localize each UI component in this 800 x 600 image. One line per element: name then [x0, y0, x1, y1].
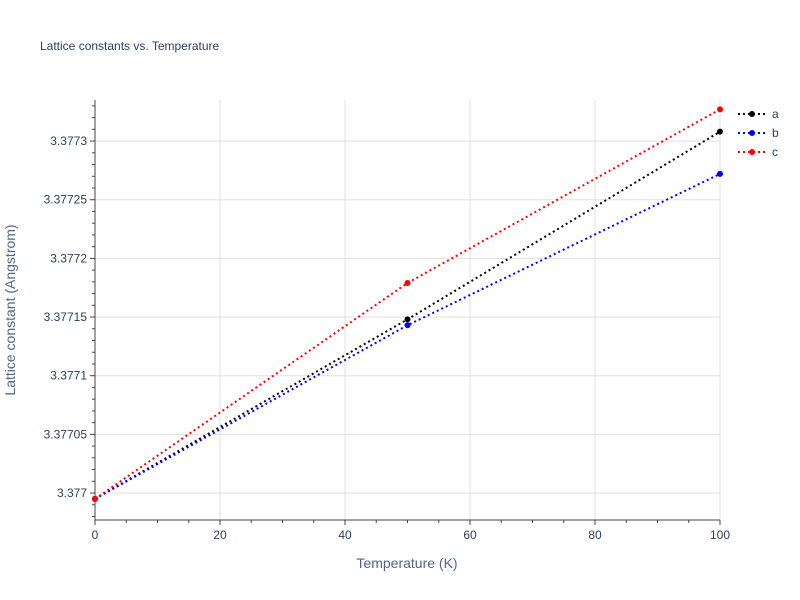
y-tick-label: 3.37725: [44, 193, 88, 207]
legend-swatch-marker: [749, 149, 755, 155]
legend-item-a[interactable]: a: [738, 107, 779, 121]
legend-swatch-marker: [749, 130, 755, 136]
y-tick-label: 3.3771: [50, 369, 87, 383]
y-tick-label: 3.37715: [44, 310, 88, 324]
legend-label: c: [772, 145, 778, 159]
x-tick-label: 80: [588, 528, 602, 542]
series-line-a: [94, 130, 721, 500]
y-tick-label: 3.3773: [50, 134, 87, 148]
x-axis-title: Temperature (K): [356, 555, 457, 571]
legend-item-b[interactable]: b: [738, 126, 779, 140]
axes: 0 20 40 60 80 100 3.377 3.37705 3.3771 3.37715 3.3…: [44, 100, 730, 542]
legend-item-c[interactable]: c: [738, 145, 778, 159]
x-tick-label: 100: [710, 528, 730, 542]
series-layer: [92, 106, 723, 502]
y-tick-label: 3.37705: [44, 427, 88, 441]
x-tick-label: 20: [213, 528, 227, 542]
y-axis-title: Lattice constant (Angstrom): [2, 224, 18, 395]
legend-swatch-marker: [749, 111, 755, 117]
data-point-b: [717, 170, 723, 177]
y-tick-label: 3.3772: [50, 251, 87, 265]
data-point-c: [717, 106, 723, 113]
legend-label: a: [772, 107, 779, 121]
legend-label: b: [772, 126, 779, 140]
data-point-a: [717, 128, 723, 135]
legend[interactable]: abc: [738, 107, 779, 159]
data-point-c: [92, 495, 98, 502]
x-tick-label: 60: [463, 528, 477, 542]
data-point-c: [404, 280, 411, 287]
x-tick-label: 0: [92, 528, 99, 542]
data-point-b: [404, 322, 411, 329]
grid: [95, 100, 721, 520]
chart-title: Lattice constants vs. Temperature: [40, 39, 220, 53]
data-point-a: [404, 316, 411, 323]
series-line-c: [94, 108, 721, 500]
series-line-b: [94, 173, 721, 500]
y-tick-label: 3.377: [57, 486, 87, 500]
x-tick-label: 40: [338, 528, 352, 542]
